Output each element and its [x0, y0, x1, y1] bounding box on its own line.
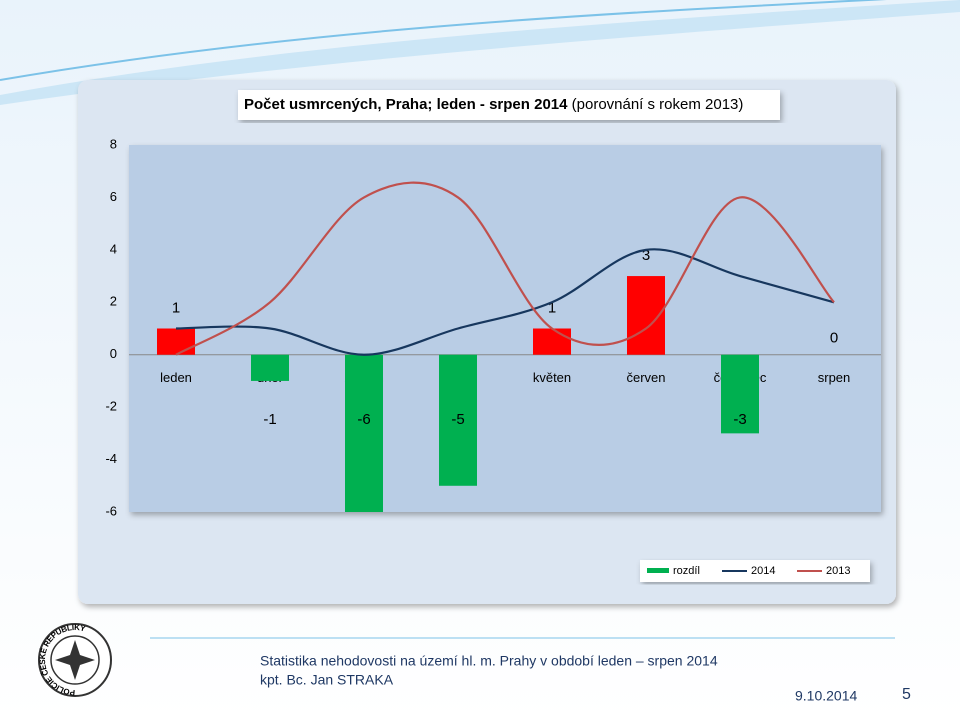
title-bold: Počet usmrcených, Praha; leden - srpen 2… — [244, 96, 568, 113]
y-tick-label: 4 — [110, 241, 117, 256]
footer-line2: kpt. Bc. Jan STRAKA — [260, 672, 394, 688]
legend-swatch — [647, 568, 669, 573]
y-tick-label: 8 — [110, 136, 117, 151]
legend-box — [640, 560, 870, 582]
title-rest: (porovnání s rokem 2013) — [572, 96, 744, 113]
x-tick-label: srpen — [818, 370, 851, 385]
footer-date: 9.10.2014 — [795, 688, 857, 704]
bar-label: 1 — [172, 299, 180, 316]
bar — [251, 354, 289, 381]
chart-title: Počet usmrcených, Praha; leden - srpen 2… — [244, 96, 743, 113]
x-tick-label: květen — [533, 370, 571, 385]
y-tick-label: 0 — [110, 346, 117, 361]
legend-label: 2014 — [751, 565, 775, 577]
x-tick-label: červen — [626, 370, 665, 385]
y-tick-label: -4 — [105, 451, 117, 466]
title-box — [238, 90, 780, 120]
footer-line1: Statistika nehodovosti na území hl. m. P… — [260, 653, 718, 669]
bar-label: -6 — [357, 411, 370, 428]
legend-label: rozdíl — [673, 565, 700, 577]
bar — [345, 354, 383, 512]
bar — [721, 354, 759, 434]
y-tick-label: 2 — [110, 294, 117, 309]
bar-label: -1 — [263, 411, 276, 428]
bar-label: -3 — [733, 411, 746, 428]
line-series — [175, 181, 835, 356]
swoosh-line — [0, 0, 888, 81]
y-tick-label: -2 — [105, 399, 117, 414]
swoosh — [0, 0, 960, 105]
bar-label: -5 — [451, 411, 464, 428]
bar-label: 1 — [548, 299, 556, 316]
bar — [439, 354, 477, 486]
legend-label: 2013 — [826, 565, 850, 577]
page-number: 5 — [902, 686, 911, 703]
logo: POLICIE ČESKÉ REPUBLIKY — [38, 623, 112, 697]
x-tick-label: leden — [160, 370, 192, 385]
y-tick-label: 6 — [110, 189, 117, 204]
bar — [533, 328, 571, 355]
plot-area — [129, 145, 881, 512]
bar — [157, 328, 195, 355]
line-series — [175, 248, 835, 356]
logo-star — [55, 640, 95, 680]
bar-label: 0 — [830, 330, 838, 347]
y-tick-label: -6 — [105, 503, 117, 518]
bar-label: 3 — [642, 247, 650, 264]
